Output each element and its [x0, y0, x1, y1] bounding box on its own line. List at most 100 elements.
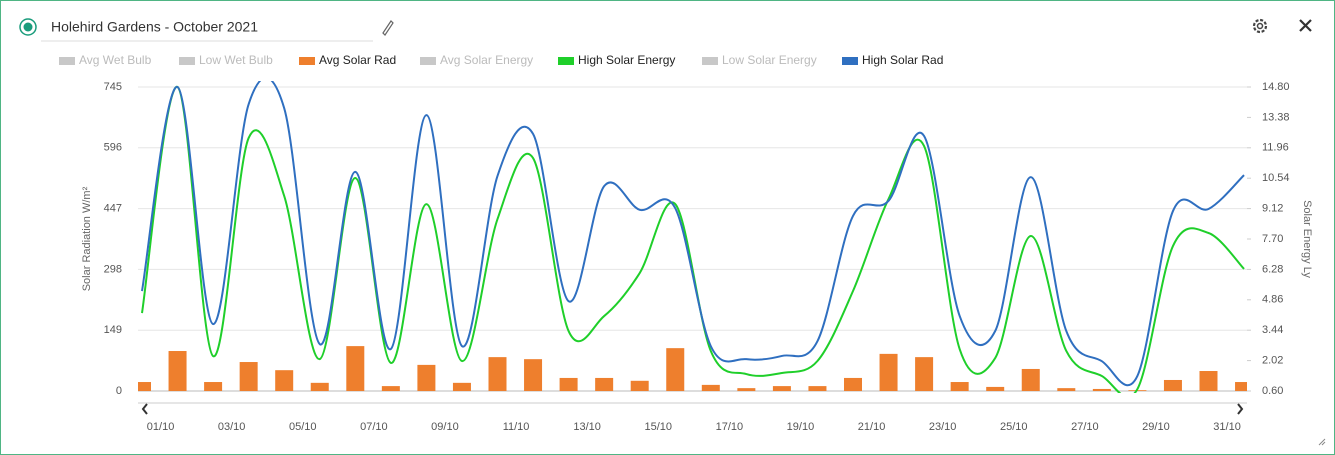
x-tick-label: 17/10 — [716, 421, 744, 433]
x-tick-label: 07/10 — [360, 421, 388, 433]
bar — [488, 357, 507, 391]
legend-label: Low Wet Bulb — [199, 53, 273, 67]
x-tick-label: 21/10 — [858, 421, 886, 433]
bar — [1057, 388, 1076, 391]
legend-swatch — [179, 57, 195, 65]
x-tick-label: 11/10 — [503, 421, 530, 433]
y-tick-label: 149 — [104, 324, 122, 336]
x-tick-label: 09/10 — [431, 421, 459, 433]
bar — [381, 386, 400, 391]
x-tick-label: 03/10 — [218, 421, 246, 433]
x-tick-label: 23/10 — [929, 421, 957, 433]
edit-icon[interactable] — [382, 20, 394, 36]
x-tick-label: 05/10 — [289, 421, 317, 433]
y2-tick-label: 3.44 — [1262, 324, 1283, 336]
bar — [595, 377, 614, 391]
legend-swatch — [842, 57, 858, 65]
scroll-right[interactable] — [1237, 403, 1244, 415]
y-tick-label: 298 — [104, 263, 122, 275]
settings-icon[interactable] — [1252, 18, 1268, 34]
y2-tick-label: 9.12 — [1262, 203, 1283, 215]
bar — [1092, 388, 1111, 391]
bar — [559, 377, 578, 391]
bar — [1199, 371, 1218, 391]
bar — [737, 388, 756, 391]
plot-area — [138, 81, 1247, 393]
bar — [417, 364, 436, 391]
y2-tick-label: 13.38 — [1262, 111, 1290, 123]
line — [141, 85, 1245, 393]
y-tick-label: 447 — [104, 203, 122, 215]
legend-label: High Solar Energy — [578, 53, 675, 67]
bar — [204, 382, 223, 391]
x-tick-label: 13/10 — [573, 421, 601, 433]
x-tick-label: 27/10 — [1071, 421, 1099, 433]
y-tick-label: 745 — [104, 81, 122, 93]
radio[interactable] — [19, 18, 37, 36]
bar — [138, 382, 151, 391]
y-tick-label: 596 — [104, 142, 122, 154]
line — [141, 81, 1245, 387]
legend-label: Avg Solar Energy — [440, 53, 533, 67]
legend-item[interactable]: Avg Solar Energy — [420, 53, 533, 67]
bar — [1021, 368, 1040, 391]
bar — [808, 386, 827, 391]
legend-label: Avg Wet Bulb — [79, 53, 152, 67]
y2-axis-label: Solar Energy Ly — [1301, 200, 1313, 278]
bar — [950, 382, 969, 391]
y2-tick-label: 10.54 — [1262, 172, 1290, 184]
y2-tick-label: 4.86 — [1262, 294, 1283, 306]
bar — [310, 382, 329, 391]
y-tick-label: 0 — [116, 385, 122, 397]
x-tick-label: 29/10 — [1142, 421, 1170, 433]
legend-swatch — [702, 57, 718, 65]
bar — [524, 359, 543, 391]
legend-swatch — [558, 57, 574, 65]
y-axis-label: Solar Radiation W/m² — [81, 186, 93, 291]
bar — [772, 386, 791, 391]
x-tick-label: 15/10 — [644, 421, 672, 433]
bar — [986, 386, 1005, 391]
x-tick-label: 25/10 — [1000, 421, 1028, 433]
close-icon[interactable] — [1299, 19, 1312, 32]
bar — [1163, 379, 1182, 391]
bar — [666, 348, 685, 391]
bar — [168, 351, 187, 391]
bar — [630, 380, 649, 391]
legend-label: Avg Solar Rad — [319, 53, 396, 67]
y2-tick-label: 14.80 — [1262, 81, 1290, 93]
scroll-left[interactable] — [141, 403, 148, 415]
legend-item[interactable]: Avg Solar Rad — [299, 53, 396, 67]
bar — [239, 362, 258, 391]
bar — [879, 353, 898, 391]
y2-tick-label: 7.70 — [1262, 233, 1283, 245]
bar — [1235, 382, 1247, 391]
legend-label: High Solar Rad — [862, 53, 943, 67]
y2-tick-label: 11.96 — [1262, 142, 1289, 154]
radio-dot — [23, 22, 33, 32]
bar — [346, 346, 365, 391]
resize-handle — [1318, 438, 1326, 446]
x-tick-label: 19/10 — [787, 421, 815, 433]
x-tick-label: 01/10 — [147, 421, 175, 433]
y2-tick-label: 2.02 — [1262, 355, 1283, 367]
x-tick-label: 31/10 — [1213, 421, 1241, 433]
y2-tick-label: 0.60 — [1262, 385, 1283, 397]
legend-item[interactable]: Low Solar Energy — [702, 53, 817, 67]
legend-swatch — [420, 57, 436, 65]
legend-item[interactable]: High Solar Energy — [558, 53, 675, 67]
legend-item[interactable]: High Solar Rad — [842, 53, 943, 67]
chart-title: Holehird Gardens - October 2021 — [51, 19, 258, 35]
legend-swatch — [59, 57, 75, 65]
bar — [275, 370, 294, 391]
legend-item[interactable]: Avg Wet Bulb — [59, 53, 152, 67]
legend-item[interactable]: Low Wet Bulb — [179, 53, 273, 67]
bar — [844, 377, 862, 391]
legend-label: Low Solar Energy — [722, 53, 817, 67]
bar — [452, 382, 471, 391]
legend-swatch — [299, 57, 315, 65]
bar — [915, 357, 934, 391]
y2-tick-label: 6.28 — [1262, 263, 1283, 275]
